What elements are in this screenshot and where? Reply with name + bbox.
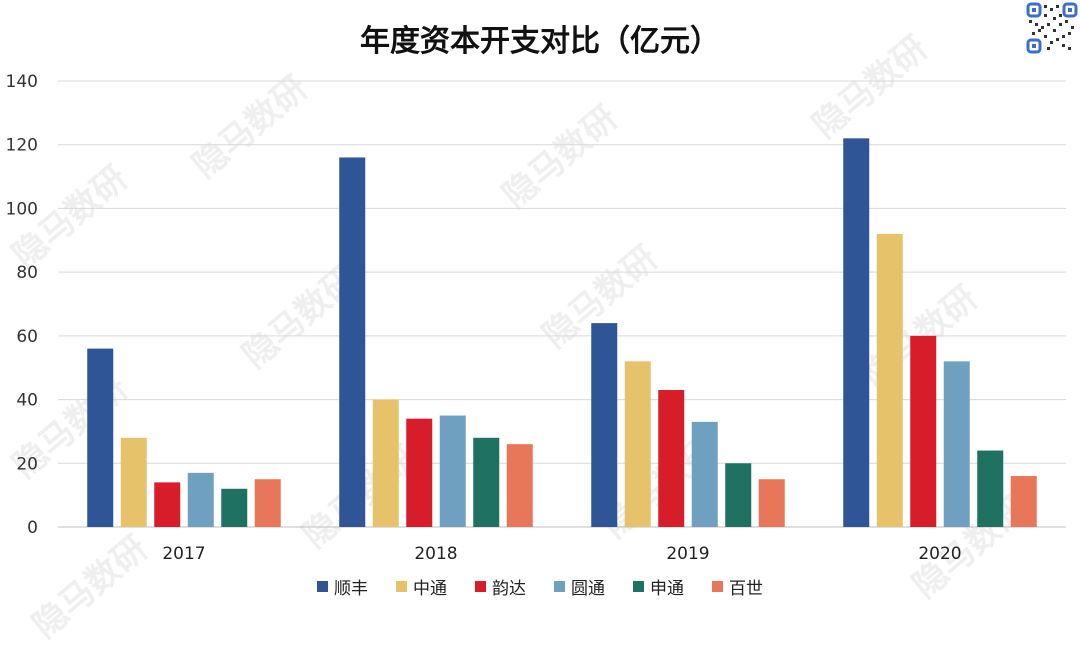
bar-韵达-2017 <box>154 482 181 527</box>
bar-百世-2017 <box>254 479 281 527</box>
x-tick-label: 2019 <box>666 544 709 564</box>
legend-swatch <box>396 581 407 592</box>
x-tick-label: 2020 <box>918 544 961 564</box>
bar-申通-2018 <box>473 437 500 527</box>
x-tick-label: 2017 <box>162 544 205 564</box>
legend-swatch <box>475 581 486 592</box>
bar-顺丰-2018 <box>339 157 366 527</box>
bar-申通-2020 <box>977 450 1004 527</box>
bar-圆通-2018 <box>439 415 466 527</box>
legend-swatch <box>633 581 644 592</box>
bar-百世-2019 <box>758 479 785 527</box>
chart-title: 年度资本开支对比（亿元） <box>360 24 720 59</box>
legend-item: 圆通 <box>554 574 605 599</box>
bar-中通-2018 <box>372 399 399 527</box>
bar-顺丰-2019 <box>591 323 618 527</box>
bar-chart: 0 20 40 60 80 100 120 140 2017 2018 2019 2020 <box>6 72 1066 564</box>
bar-圆通-2019 <box>691 421 718 527</box>
chart-legend: 顺丰 中通 韵达 圆通 申通 百世 <box>0 574 1080 599</box>
legend-label: 中通 <box>413 579 447 599</box>
bar-百世-2018 <box>506 444 533 527</box>
bar-韵达-2020 <box>910 335 937 527</box>
y-tick-label: 140 <box>6 72 38 92</box>
legend-label: 百世 <box>729 579 763 599</box>
legend-label: 申通 <box>650 579 684 599</box>
legend-item: 韵达 <box>475 574 526 599</box>
legend-swatch <box>317 581 328 592</box>
bar-申通-2019 <box>725 463 752 527</box>
bar-韵达-2019 <box>658 390 685 527</box>
y-tick-label: 60 <box>16 327 38 347</box>
y-tick-label: 20 <box>16 454 38 474</box>
legend-item: 顺丰 <box>317 574 368 599</box>
legend-label: 顺丰 <box>334 579 368 599</box>
legend-swatch <box>712 581 723 592</box>
bar-申通-2017 <box>221 488 248 527</box>
bar-中通-2020 <box>876 233 903 527</box>
bar-百世-2020 <box>1010 476 1037 527</box>
bar-顺丰-2020 <box>843 138 870 528</box>
x-tick-label: 2018 <box>414 544 457 564</box>
legend-item: 中通 <box>396 574 447 599</box>
legend-swatch <box>554 581 565 592</box>
legend-item: 百世 <box>712 574 763 599</box>
y-tick-label: 40 <box>16 391 38 411</box>
y-tick-label: 120 <box>6 136 38 156</box>
bar-顺丰-2017 <box>87 348 114 527</box>
y-tick-label: 100 <box>6 199 38 219</box>
legend-label: 韵达 <box>492 579 526 599</box>
bar-圆通-2020 <box>943 361 970 527</box>
bar-圆通-2017 <box>187 472 214 527</box>
y-tick-label: 80 <box>16 263 38 283</box>
legend-label: 圆通 <box>571 579 605 599</box>
qr-code-icon <box>1026 2 1078 54</box>
bar-中通-2019 <box>624 361 651 527</box>
y-tick-label: 0 <box>27 518 38 538</box>
legend-item: 申通 <box>633 574 684 599</box>
bar-韵达-2018 <box>406 418 433 527</box>
bar-中通-2017 <box>120 437 147 527</box>
